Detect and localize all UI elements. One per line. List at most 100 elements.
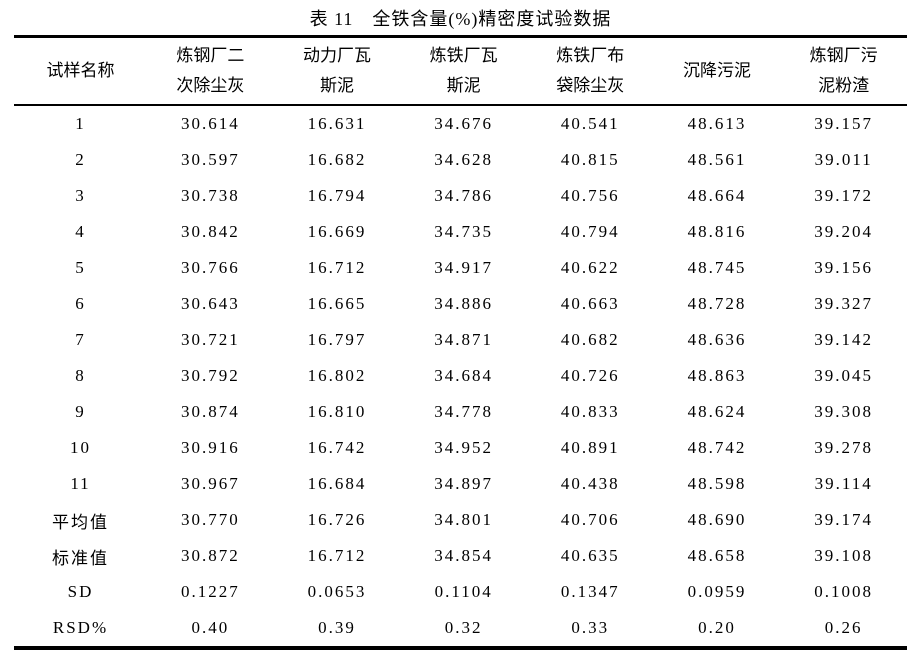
value-cell: 39.278 <box>814 438 874 457</box>
column-header-label: 炼铁厂布袋除尘灰 <box>556 46 625 95</box>
value-cell: 0.20 <box>698 618 736 637</box>
value-cell: 40.663 <box>560 294 620 313</box>
value-cell: 40.815 <box>560 150 620 169</box>
table-row: 平均值 30.770 16.726 34.801 40.706 48.690 39.174 <box>14 502 907 538</box>
value-cell: 16.726 <box>307 510 367 529</box>
row-label: 5 <box>75 258 86 277</box>
table-row: 9 30.874 16.810 34.778 40.833 48.624 39.308 <box>14 394 907 430</box>
column-header-label: 炼钢厂污泥粉渣 <box>809 46 878 95</box>
value-cell: 39.174 <box>814 510 874 529</box>
value-cell: 30.721 <box>180 330 240 349</box>
value-cell: 30.916 <box>180 438 240 457</box>
table-row: 10 30.916 16.742 34.952 40.891 48.742 39.278 <box>14 430 907 466</box>
row-label: SD <box>67 582 94 601</box>
value-cell: 34.786 <box>434 186 494 205</box>
value-cell: 16.794 <box>307 186 367 205</box>
value-cell: 0.1008 <box>814 582 874 601</box>
table-row: 3 30.738 16.794 34.786 40.756 48.664 39.172 <box>14 178 907 214</box>
table-row: 标准值 30.872 16.712 34.854 40.635 48.658 39.108 <box>14 538 907 574</box>
column-header-label: 试样名称 <box>46 61 115 81</box>
value-cell: 48.598 <box>687 474 747 493</box>
value-cell: 0.0959 <box>687 582 747 601</box>
value-cell: 39.108 <box>814 546 874 565</box>
value-cell: 30.872 <box>180 546 240 565</box>
value-cell: 48.664 <box>687 186 747 205</box>
column-header-label: 沉降污泥 <box>682 61 751 81</box>
value-cell: 39.172 <box>814 186 874 205</box>
value-cell: 16.665 <box>307 294 367 313</box>
table-row: 5 30.766 16.712 34.917 40.622 48.745 39.156 <box>14 250 907 286</box>
value-cell: 16.802 <box>307 366 367 385</box>
value-cell: 30.874 <box>180 402 240 421</box>
table-row: 6 30.643 16.665 34.886 40.663 48.728 39.327 <box>14 286 907 322</box>
row-label: 1 <box>75 114 86 133</box>
value-cell: 34.952 <box>434 438 494 457</box>
value-cell: 39.308 <box>814 402 874 421</box>
value-cell: 39.156 <box>814 258 874 277</box>
table-row: 4 30.842 16.669 34.735 40.794 48.816 39.204 <box>14 214 907 250</box>
value-cell: 0.39 <box>318 618 356 637</box>
table-row: SD 0.1227 0.0653 0.1104 0.1347 0.0959 0.1008 <box>14 574 907 610</box>
value-cell: 34.628 <box>434 150 494 169</box>
value-cell: 34.735 <box>434 222 494 241</box>
value-cell: 30.792 <box>180 366 240 385</box>
value-cell: 40.438 <box>560 474 620 493</box>
value-cell: 48.742 <box>687 438 747 457</box>
value-cell: 16.810 <box>307 402 367 421</box>
value-cell: 34.801 <box>434 510 494 529</box>
value-cell: 39.045 <box>814 366 874 385</box>
value-cell: 30.597 <box>180 150 240 169</box>
value-cell: 0.33 <box>571 618 610 637</box>
row-label: 平均值 <box>52 512 109 532</box>
precision-data-table: 试样名称 炼钢厂二次除尘灰 动力厂瓦斯泥 炼铁厂瓦斯泥 炼铁厂布袋除尘灰 沉降污泥 炼钢厂… <box>14 35 907 650</box>
column-header-label: 炼铁厂瓦斯泥 <box>429 46 498 95</box>
column-header: 炼钢厂污泥粉渣 <box>780 36 907 106</box>
value-cell: 16.669 <box>307 222 367 241</box>
table-row: 1 30.614 16.631 34.676 40.541 48.613 39.157 <box>14 105 907 142</box>
row-label: 标准值 <box>52 548 109 568</box>
value-cell: 48.816 <box>687 222 747 241</box>
value-cell: 34.684 <box>434 366 494 385</box>
column-header: 炼铁厂布袋除尘灰 <box>526 36 654 106</box>
value-cell: 39.011 <box>814 150 873 169</box>
row-label: 10 <box>70 438 91 457</box>
value-cell: 34.778 <box>434 402 494 421</box>
value-cell: 34.917 <box>434 258 494 277</box>
row-label: 3 <box>75 186 86 205</box>
value-cell: 0.1227 <box>180 582 240 601</box>
value-cell: 30.770 <box>180 510 240 529</box>
column-header-sample-name: 试样名称 <box>14 36 147 106</box>
table-row: 8 30.792 16.802 34.684 40.726 48.863 39.045 <box>14 358 907 394</box>
value-cell: 0.0653 <box>307 582 367 601</box>
value-cell: 40.756 <box>560 186 620 205</box>
value-cell: 16.682 <box>307 150 367 169</box>
column-header-label: 炼钢厂二次除尘灰 <box>176 46 245 95</box>
value-cell: 16.742 <box>307 438 367 457</box>
value-cell: 30.738 <box>180 186 240 205</box>
value-cell: 48.728 <box>687 294 747 313</box>
value-cell: 30.967 <box>180 474 240 493</box>
column-header-label: 动力厂瓦斯泥 <box>302 46 371 95</box>
value-cell: 16.712 <box>307 258 367 277</box>
value-cell: 30.842 <box>180 222 240 241</box>
value-cell: 34.897 <box>434 474 494 493</box>
value-cell: 30.643 <box>180 294 240 313</box>
value-cell: 48.636 <box>687 330 747 349</box>
value-cell: 34.886 <box>434 294 494 313</box>
value-cell: 16.631 <box>307 114 367 133</box>
value-cell: 48.863 <box>687 366 747 385</box>
value-cell: 0.1104 <box>434 582 493 601</box>
value-cell: 48.690 <box>687 510 747 529</box>
table-row: 7 30.721 16.797 34.871 40.682 48.636 39.142 <box>14 322 907 358</box>
value-cell: 16.712 <box>307 546 367 565</box>
value-cell: 48.624 <box>687 402 747 421</box>
row-label: 8 <box>75 366 86 385</box>
value-cell: 40.794 <box>560 222 620 241</box>
value-cell: 16.684 <box>307 474 367 493</box>
value-cell: 34.854 <box>434 546 494 565</box>
value-cell: 48.561 <box>687 150 747 169</box>
table-row: RSD% 0.40 0.39 0.32 0.33 0.20 0.26 <box>14 610 907 648</box>
row-label: 11 <box>70 474 91 493</box>
value-cell: 39.204 <box>814 222 874 241</box>
column-header: 动力厂瓦斯泥 <box>273 36 401 106</box>
